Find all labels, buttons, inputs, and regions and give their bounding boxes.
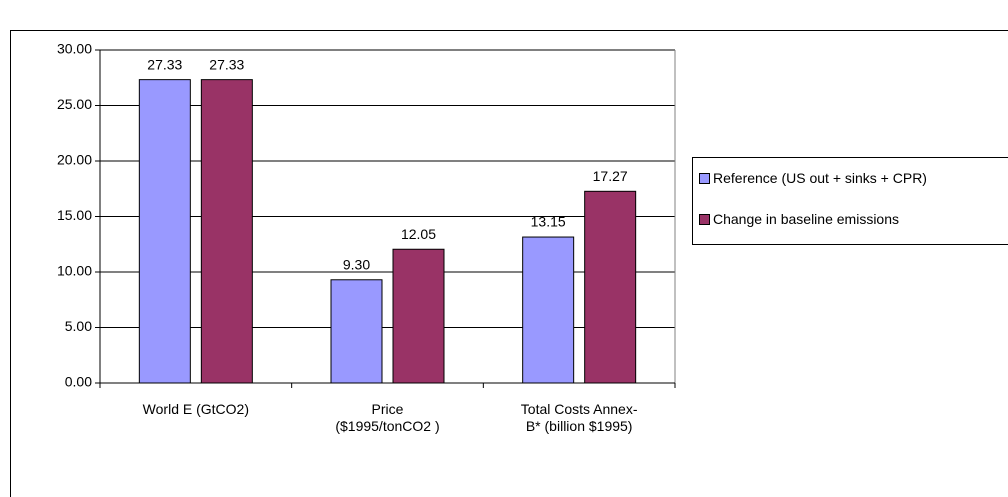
y-tick-label: 30.00 [57, 41, 92, 57]
bar [584, 190, 637, 384]
x-tick-label: Price ($1995/tonCO2 ) [335, 401, 440, 434]
bar [392, 248, 445, 384]
legend-item: Change in baseline emissions [699, 211, 999, 228]
bar [200, 79, 253, 384]
data-label: 17.27 [593, 168, 628, 184]
y-tick-label: 0.00 [65, 374, 92, 390]
y-tick-label: 5.00 [65, 318, 92, 334]
data-label: 12.05 [401, 226, 436, 242]
legend: Reference (US out + sinks + CPR) Change i… [692, 157, 1008, 245]
data-label: 27.33 [209, 56, 244, 72]
x-tick-label: World E (GtCO2) [142, 401, 249, 417]
bar [330, 279, 383, 384]
y-tick-label: 15.00 [57, 207, 92, 223]
legend-swatch [699, 173, 710, 184]
y-tick-label: 20.00 [57, 152, 92, 168]
bar [138, 79, 191, 384]
data-label: 27.33 [147, 56, 182, 72]
data-label: 13.15 [531, 214, 566, 230]
legend-label: Change in baseline emissions [713, 211, 899, 227]
x-tick-label: Total Costs Annex-B* (billion $1995) [520, 401, 638, 434]
chart-border [10, 30, 1008, 497]
bar [522, 236, 575, 384]
y-tick-label: 25.00 [57, 96, 92, 112]
legend-label: Reference (US out + sinks + CPR) [713, 170, 927, 186]
y-tick-label: 10.00 [57, 263, 92, 279]
legend-swatch [699, 214, 710, 225]
legend-item: Reference (US out + sinks + CPR) [699, 170, 999, 187]
data-label: 9.30 [343, 256, 370, 272]
